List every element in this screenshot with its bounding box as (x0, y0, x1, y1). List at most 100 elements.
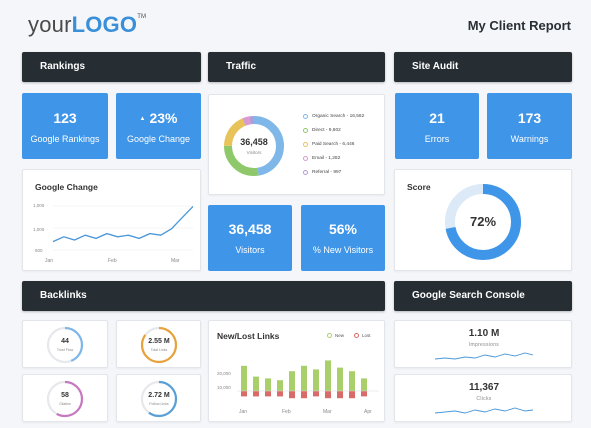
bar-new (241, 365, 247, 391)
kpi-label: Errors (424, 134, 450, 144)
x-tick: Mar (171, 258, 180, 264)
gauge-value: 2.55 M (148, 338, 170, 345)
logo-prefix: your (28, 12, 72, 37)
gauge-card-total-links: 2.55 M Total Links (116, 320, 201, 368)
clicks-value: 11,367 (468, 382, 500, 393)
bar-new (265, 378, 271, 391)
gauge-value: 2.72 M (148, 392, 170, 399)
bar-lost (349, 391, 355, 399)
kpi-label: % New Visitors (312, 245, 374, 255)
x-tick: Feb (282, 409, 291, 415)
google-change-card: Google Change 1,000 1,000 500 Jan Feb Ma… (22, 169, 201, 271)
bar-new (253, 376, 259, 391)
bar-lost (337, 391, 343, 399)
score-arc (445, 184, 521, 260)
legend-dot-icon (303, 155, 308, 161)
donut-label: Visitors (246, 150, 262, 155)
score-title: Score (407, 182, 431, 192)
kpi-label: Google Rankings (30, 134, 100, 144)
chart-title: New/Lost Links (217, 331, 280, 341)
logo-main: LOGO (71, 12, 138, 37)
bar-lost (241, 391, 247, 397)
gauge-label: Total Links (150, 348, 168, 352)
gauge-label: Trust Flow (56, 348, 74, 352)
bar-lost (361, 391, 367, 397)
legend-new-label: New (335, 333, 345, 338)
legend-new: New (327, 333, 344, 338)
bar-lost (325, 391, 331, 399)
series-line (53, 205, 193, 243)
bar-new (301, 365, 307, 391)
section-traffic: Traffic (208, 52, 385, 82)
follow-links-gauge (140, 380, 178, 418)
legend-lost-label: Lost (362, 333, 371, 338)
gauge-card-follow-links: 2.72 M Follow Links (116, 374, 201, 422)
y-tick: 1,000 (33, 203, 45, 208)
x-tick: Jan (45, 258, 54, 264)
bar-lost (277, 391, 283, 397)
score-gauge (445, 184, 521, 260)
traffic-donut (224, 116, 284, 176)
bar-new (337, 367, 343, 391)
impressions-label: Impressions (468, 342, 500, 348)
y-tick: 500 (35, 248, 43, 253)
bar-lost (265, 391, 271, 397)
new-lost-card: New/Lost Links New Lost 20,000 10,000 Ja… (208, 320, 385, 422)
kpi-value: 23% (149, 110, 178, 126)
bar-new (277, 380, 283, 391)
x-tick: Feb (108, 258, 117, 264)
kpi-value: 123 (53, 110, 77, 126)
legend-item: Paid Search - 6,446 (303, 137, 364, 151)
score-value: 72% (469, 214, 497, 229)
report-title: My Client Report (467, 18, 571, 33)
bar-lost (253, 391, 259, 397)
legend-label: Paid Search - 6,446 (312, 141, 355, 147)
legend-dot-icon (303, 141, 308, 147)
donut-segment (224, 116, 284, 176)
donut-segment (224, 116, 284, 176)
bar-new (313, 369, 319, 391)
up-arrow-icon: ▲ (139, 116, 146, 123)
kpi-value: 36,458 (228, 221, 272, 237)
legend-label: Email - 1,282 (312, 155, 341, 161)
legend-dot-icon (303, 169, 308, 175)
clicks-sparkline (435, 407, 533, 414)
score-card: Score 72% (394, 169, 572, 271)
total-links-gauge (140, 326, 178, 364)
logo: yourLOGOTM (28, 12, 146, 38)
new-lost-bar-chart (237, 360, 379, 399)
legend-label: Organic Search - 16,562 (312, 113, 365, 119)
bar-lost (313, 391, 319, 397)
gauge-card-trust-flow: 44 Trust Flow (22, 320, 108, 368)
kpi-value: 173 (517, 110, 542, 126)
legend-item: Direct - 9,602 (303, 123, 364, 137)
section-backlinks: Backlinks (22, 281, 385, 311)
impressions-value: 1.10 M (468, 328, 500, 339)
gauge-label: Citation (59, 402, 71, 406)
kpi-google-change: ▲ 23% Google Change (116, 93, 201, 159)
gauge-value: 44 (61, 338, 69, 345)
bar-new (289, 371, 295, 391)
gauge-arc (140, 380, 178, 418)
impressions-card: 1.10 M Impressions (394, 320, 572, 368)
logo-tm: TM (137, 14, 147, 20)
gauge-value: 58 (61, 392, 69, 399)
clicks-label: Clicks (476, 396, 492, 402)
gauge-arc (140, 326, 178, 364)
google-change-line-chart (53, 205, 193, 251)
x-tick: Apr (364, 409, 372, 415)
legend-lost: Lost (354, 333, 371, 338)
traffic-card: 36,458 Visitors Organic Search - 16,562 D… (208, 94, 385, 195)
kpi-google-rankings: 123 Google Rankings (22, 93, 108, 159)
legend-label: Referral - 997 (312, 169, 342, 175)
legend-dot-icon (303, 127, 308, 133)
bar-new (325, 360, 331, 391)
clicks-card: 11,367 Clicks (394, 374, 572, 422)
gauge-arc (46, 380, 84, 418)
donut-value: 36,458 (240, 137, 268, 147)
kpi-label: Google Change (126, 134, 191, 144)
y-tick: 10,000 (217, 385, 231, 390)
legend-item: Organic Search - 16,562 (303, 109, 364, 123)
bar-lost (289, 391, 295, 399)
traffic-legend: Organic Search - 16,562 Direct - 9,602 Pai… (303, 109, 364, 179)
